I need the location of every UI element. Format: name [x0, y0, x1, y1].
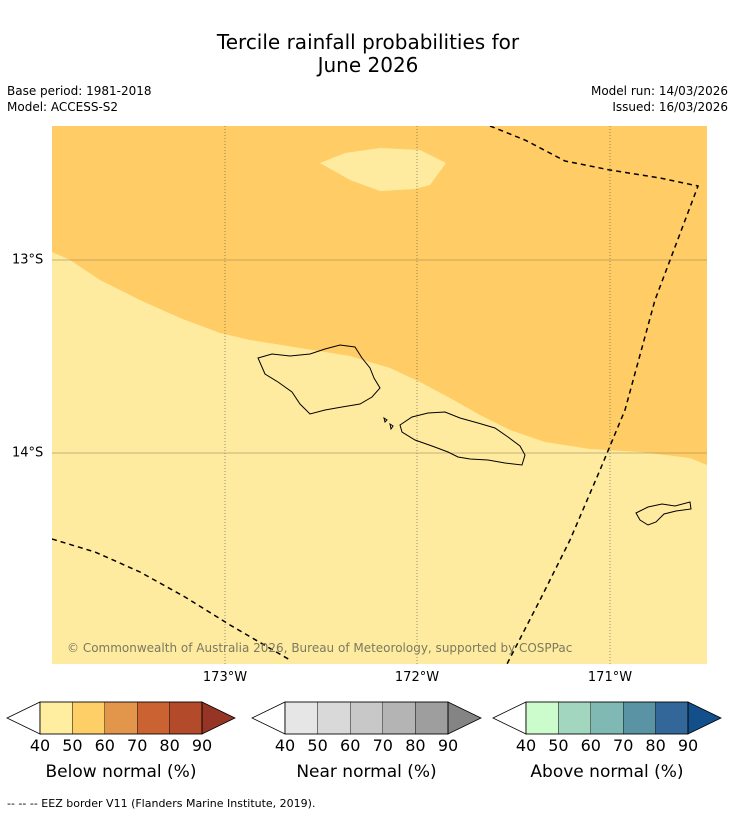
colorbar-above-normal — [492, 701, 722, 735]
island-manono — [383, 416, 394, 431]
model-name: Model: ACCESS-S2 — [7, 100, 119, 114]
above-normal-upper-extend — [687, 701, 722, 735]
lon-label-171w: 171°W — [587, 670, 633, 685]
below-normal-tick-40: 40 — [29, 736, 51, 755]
title-line-1: Tercile rainfall probabilities for — [216, 30, 520, 54]
above-normal-segment-70 — [623, 701, 656, 735]
map-title: Tercile rainfall probabilities for June … — [0, 31, 736, 77]
meta-left: Base period: 1981-2018 Model: ACCESS-S2 — [7, 83, 152, 115]
near-normal-tick-40: 40 — [274, 736, 296, 755]
near-normal-segment-40 — [284, 701, 318, 735]
below-normal-tick-70: 70 — [127, 736, 148, 755]
colorbar-near-normal — [251, 701, 482, 735]
below-normal-tick-50: 50 — [62, 736, 83, 755]
below-normal-tick-60: 60 — [94, 736, 115, 755]
above-normal-segment-80 — [655, 701, 689, 735]
below-normal-segment-70 — [136, 701, 170, 735]
meta-right: Model run: 14/03/2026 Issued: 16/03/2026 — [591, 83, 728, 115]
near-normal-tick-80: 80 — [405, 736, 426, 755]
above-normal-tick-90: 90 — [677, 736, 699, 755]
issued-date: Issued: 16/03/2026 — [612, 100, 728, 114]
above-normal-tick-70: 70 — [613, 736, 634, 755]
below-normal-label: Below normal (%) — [45, 762, 197, 782]
below-normal-tick-90: 90 — [191, 736, 213, 755]
near-normal-tick-90: 90 — [437, 736, 459, 755]
lat-label-13s: 13°S — [12, 252, 44, 268]
below-normal-segment-60 — [104, 701, 138, 735]
below-normal-outline — [39, 701, 203, 735]
near-normal-segment-50 — [317, 701, 351, 735]
above-normal-tick-60: 60 — [580, 736, 601, 755]
above-normal-segment-40 — [525, 701, 559, 735]
near-normal-segment-70 — [382, 701, 416, 735]
below-normal-lower-extend — [6, 701, 41, 735]
island-tutuila — [635, 501, 692, 526]
below-normal-segment-40 — [39, 701, 73, 735]
base-period: Base period: 1981-2018 — [7, 84, 152, 98]
above-normal-tick-40: 40 — [515, 736, 537, 755]
lon-label-172w: 172°W — [394, 670, 440, 685]
near-normal-segment-60 — [350, 701, 384, 735]
near-normal-tick-70: 70 — [372, 736, 393, 755]
island-savaii — [257, 344, 381, 415]
lat-label-14s: 14°S — [12, 445, 44, 461]
above-normal-tick-80: 80 — [645, 736, 666, 755]
below-normal-segment-50 — [72, 701, 106, 735]
eez-footnote: -- -- -- EEZ border V11 (Flanders Marine… — [7, 797, 316, 810]
zone-below-40-50-pocket — [320, 148, 446, 191]
above-normal-lower-extend — [492, 701, 527, 735]
near-normal-tick-60: 60 — [340, 736, 361, 755]
near-normal-tick-50: 50 — [307, 736, 328, 755]
model-run: Model run: 14/03/2026 — [590, 84, 728, 98]
above-normal-tick-50: 50 — [548, 736, 569, 755]
near-normal-outline — [284, 701, 449, 735]
below-normal-segment-80 — [169, 701, 203, 735]
near-normal-upper-extend — [447, 701, 482, 735]
colorbar-below-normal — [6, 701, 236, 735]
zone-below-50-60 — [52, 126, 707, 465]
above-normal-outline — [525, 701, 689, 735]
near-normal-segment-80 — [415, 701, 449, 735]
eez-border-southwest — [52, 538, 291, 661]
eez-border-east — [489, 126, 700, 664]
above-normal-label: Above normal (%) — [530, 762, 684, 782]
near-normal-lower-extend — [251, 701, 286, 735]
copyright-notice: © Commonwealth of Australia 2026, Bureau… — [67, 641, 573, 655]
above-normal-segment-60 — [590, 701, 624, 735]
above-normal-segment-50 — [558, 701, 592, 735]
map-panel — [52, 126, 707, 664]
below-normal-upper-extend — [201, 701, 236, 735]
island-upolu — [399, 411, 526, 466]
lon-label-173w: 173°W — [202, 670, 248, 685]
below-normal-tick-80: 80 — [159, 736, 180, 755]
near-normal-label: Near normal (%) — [296, 762, 437, 782]
title-line-2: June 2026 — [317, 53, 419, 77]
